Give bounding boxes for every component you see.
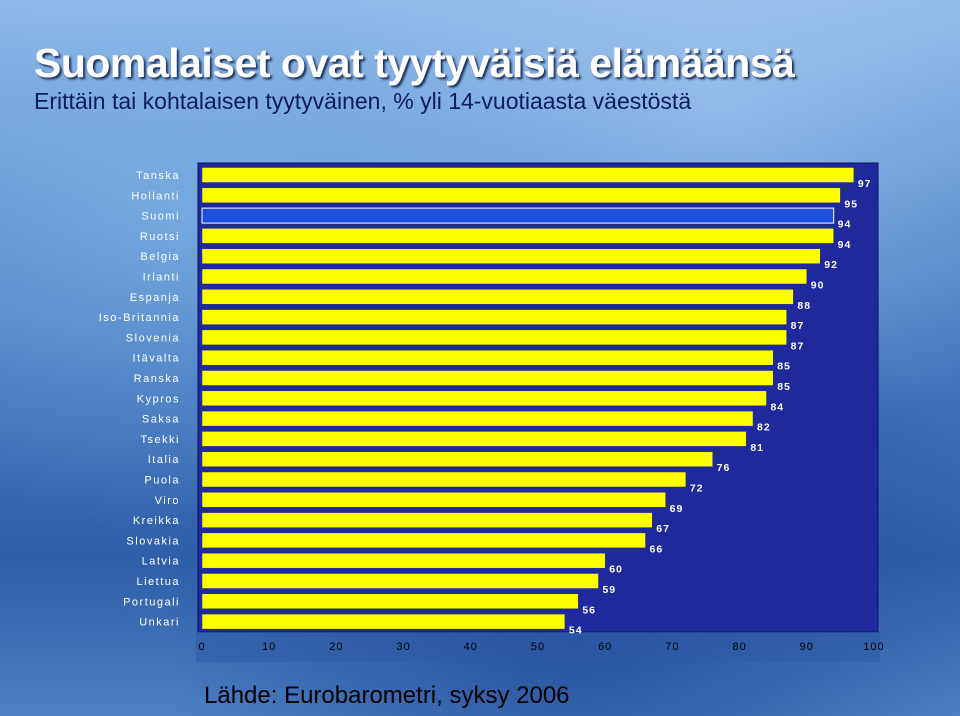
x-tick-label-30: 30 [396, 641, 410, 653]
value-label-ruotsi: 94 [838, 239, 852, 251]
category-label-irlanti: Irlanti [143, 272, 180, 284]
category-label-tanska: Tanska [136, 170, 180, 182]
value-label-viro: 69 [670, 503, 684, 515]
category-label-belgia: Belgia [140, 251, 180, 263]
x-tick-label-100: 100 [863, 641, 884, 653]
bar-unkari [201, 613, 566, 630]
x-tick-label-20: 20 [329, 641, 343, 653]
x-tick-label-70: 70 [665, 641, 679, 653]
category-label-viro: Viro [155, 495, 180, 507]
category-label-italia: Italia [148, 454, 180, 466]
value-label-kreikka: 67 [656, 523, 670, 535]
bar-saksa [201, 410, 754, 427]
value-label-slovenia: 87 [791, 340, 805, 352]
bar-latvia [201, 552, 606, 569]
value-label-slovakia: 66 [650, 543, 664, 555]
x-tick-label-50: 50 [531, 641, 545, 653]
value-label-tanska: 97 [858, 178, 872, 190]
category-label-hollanti: Hollanti [131, 190, 180, 202]
bar-kypros [201, 390, 767, 407]
category-label-latvia: Latvia [142, 556, 180, 568]
page-title: Suomalaiset ovat tyytyväisiä elämäänsä [34, 40, 795, 86]
bar-hollanti [201, 187, 841, 204]
value-label-belgia: 92 [824, 259, 838, 271]
value-label-suomi: 94 [838, 219, 852, 231]
x-tick-label-10: 10 [262, 641, 276, 653]
x-tick-label-0: 0 [198, 641, 205, 653]
category-label-unkari: Unkari [139, 617, 180, 629]
category-label-liettua: Liettua [136, 576, 180, 588]
category-label-tsekki: Tsekki [140, 434, 180, 446]
x-tick-labels-group: 0 10 20 30 40 50 60 70 80 90 100 [198, 641, 884, 653]
value-label-espanja: 88 [797, 300, 811, 312]
category-label-kreikka: Kreikka [133, 515, 180, 527]
category-label-ruotsi: Ruotsi [140, 231, 180, 243]
value-label-latvia: 60 [609, 564, 623, 576]
bar-belgia [201, 248, 821, 264]
x-tick-label-40: 40 [464, 641, 478, 653]
category-label-saksa: Saksa [142, 414, 180, 426]
bar-slovakia [201, 532, 646, 549]
value-label-irlanti: 90 [811, 280, 825, 292]
x-tick-label-60: 60 [598, 641, 612, 653]
category-label-suomi: Suomi [141, 211, 180, 223]
value-labels-group: 9795949492908887878585848281767269676660… [569, 178, 872, 637]
value-label-unkari: 54 [569, 625, 583, 637]
value-label-italia: 76 [717, 462, 731, 474]
category-label-kypros: Kypros [137, 393, 180, 405]
bar-iso-britannia [201, 309, 787, 325]
bar-tanska [201, 167, 855, 183]
source-note: Lähde: Eurobarometri, syksy 2006 [204, 682, 570, 709]
bar-italia [201, 451, 713, 467]
bar-espanja [201, 289, 794, 305]
bar-irlanti [201, 268, 808, 285]
value-label-liettua: 59 [602, 584, 616, 596]
bar-suomi [201, 207, 835, 224]
value-label-portugali: 56 [582, 604, 596, 616]
bar-tsekki [201, 431, 747, 447]
x-tick-label-90: 90 [800, 641, 814, 653]
bar-itavalta [201, 349, 774, 366]
category-labels-group: Tanska Hollanti Suomi Ruotsi Belgia Irlanti Es… [99, 170, 180, 629]
category-label-ranska: Ranska [134, 373, 180, 385]
bar-viro [201, 492, 666, 508]
bar-ranska [201, 370, 774, 386]
category-label-espanja: Espanja [130, 292, 180, 304]
bar-puola [201, 471, 687, 488]
value-label-saksa: 82 [757, 422, 771, 434]
bar-portugali [201, 593, 579, 610]
value-label-hollanti: 95 [844, 198, 858, 210]
category-label-itavalta: Itävalta [133, 353, 180, 365]
value-label-ranska: 85 [777, 381, 791, 393]
value-label-tsekki: 81 [750, 442, 764, 454]
value-label-iso-britannia: 87 [791, 320, 805, 332]
bar-slovenia [201, 329, 787, 346]
page-subtitle: Erittäin tai kohtalaisen tyytyväinen, % … [34, 88, 692, 114]
bar-ruotsi [201, 228, 834, 244]
value-label-itavalta: 85 [777, 361, 791, 373]
bars-group [201, 167, 855, 630]
bar-kreikka [201, 512, 653, 528]
bar-liettua [201, 573, 599, 589]
value-label-puola: 72 [690, 483, 704, 495]
category-label-iso-britannia: Iso-Britannia [99, 312, 180, 324]
value-label-kypros: 84 [770, 401, 784, 413]
x-tick-label-80: 80 [732, 641, 746, 653]
category-label-puola: Puola [144, 475, 180, 487]
category-label-slovakia: Slovakia [126, 535, 180, 547]
x-axis-band [196, 632, 880, 662]
category-label-portugali: Portugali [123, 596, 180, 608]
category-label-slovenia: Slovenia [126, 332, 180, 344]
